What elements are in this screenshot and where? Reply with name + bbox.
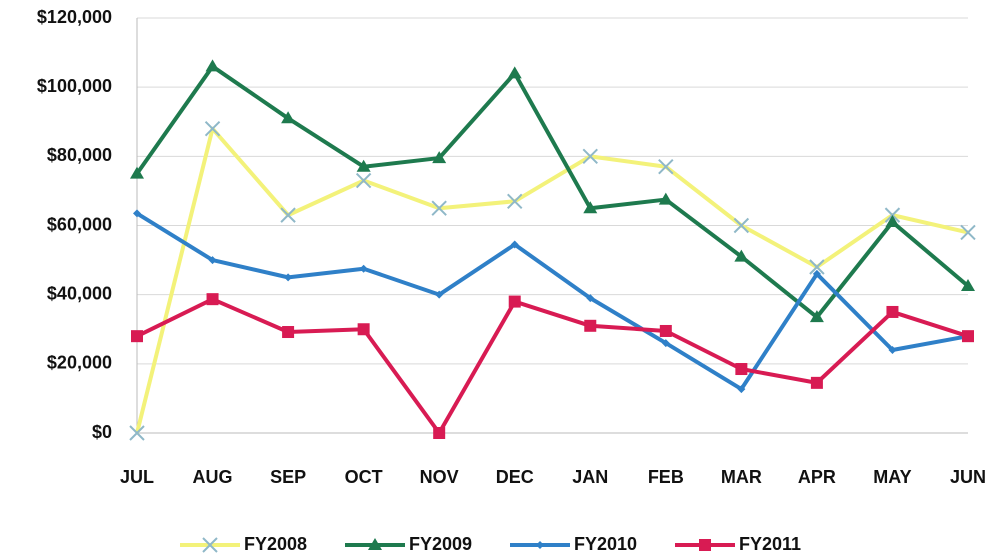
y-tick-label: $0 [92, 422, 112, 442]
marker [885, 215, 900, 228]
series-line [135, 64, 970, 320]
y-tick-label: $60,000 [47, 214, 112, 234]
x-tick-label: MAR [721, 467, 762, 487]
legend-label: FY2010 [574, 534, 637, 554]
marker [359, 264, 368, 273]
marker [586, 294, 595, 303]
x-tick-label: FEB [648, 467, 684, 487]
marker [356, 159, 371, 172]
series-line [136, 297, 969, 435]
marker [357, 323, 370, 336]
marker [658, 159, 674, 175]
x-tick-label: NOV [420, 467, 459, 487]
marker [584, 319, 597, 332]
legend-marker [368, 538, 382, 550]
marker [582, 148, 598, 165]
legend-label: FY2009 [409, 534, 472, 554]
x-tick-label: APR [798, 467, 836, 487]
marker [206, 293, 219, 306]
x-tick-label: DEC [496, 467, 534, 487]
marker [130, 166, 144, 179]
marker [812, 269, 821, 278]
marker [734, 249, 749, 262]
x-tick-label: SEP [270, 467, 306, 487]
marker [809, 259, 825, 275]
y-tick-label: $40,000 [47, 283, 112, 303]
marker [888, 346, 897, 354]
marker [508, 295, 521, 308]
marker [737, 385, 746, 394]
marker [661, 339, 670, 348]
legend-marker [699, 539, 711, 551]
y-tick-label: $80,000 [47, 145, 112, 165]
marker [208, 256, 217, 265]
marker [962, 330, 974, 343]
marker [886, 305, 899, 318]
marker [583, 201, 598, 214]
y-tick-label: $100,000 [37, 76, 112, 96]
legend-label: FY2011 [739, 534, 801, 554]
marker [809, 310, 824, 323]
marker [131, 330, 143, 343]
x-tick-label: MAY [873, 467, 911, 487]
y-tick-label: $20,000 [47, 353, 112, 373]
x-tick-label: JUL [120, 467, 154, 487]
marker [733, 217, 750, 234]
marker [129, 425, 145, 441]
marker [133, 209, 141, 218]
marker [284, 273, 293, 282]
legend-label: FY2008 [244, 534, 307, 554]
marker [658, 192, 673, 205]
marker [204, 120, 221, 137]
marker [431, 200, 447, 216]
legend-marker [536, 541, 544, 549]
marker [735, 363, 748, 376]
x-tick-label: JUN [950, 467, 986, 487]
marker [961, 279, 975, 292]
x-tick-label: JAN [572, 467, 608, 487]
marker [507, 66, 522, 79]
marker [432, 151, 447, 164]
marker [281, 111, 296, 124]
marker [510, 240, 519, 249]
marker [355, 172, 372, 189]
legend-marker [202, 537, 218, 553]
marker [205, 59, 220, 72]
marker [433, 427, 446, 439]
x-tick-label: OCT [345, 467, 383, 487]
marker [507, 193, 523, 209]
marker [810, 376, 823, 389]
series-line [135, 126, 969, 434]
y-tick-label: $120,000 [37, 7, 112, 27]
x-tick-label: AUG [193, 467, 233, 487]
series-line [135, 211, 969, 392]
marker [282, 326, 295, 339]
marker [280, 207, 296, 223]
marker [435, 290, 444, 299]
marker [659, 324, 672, 337]
marker [960, 224, 976, 241]
